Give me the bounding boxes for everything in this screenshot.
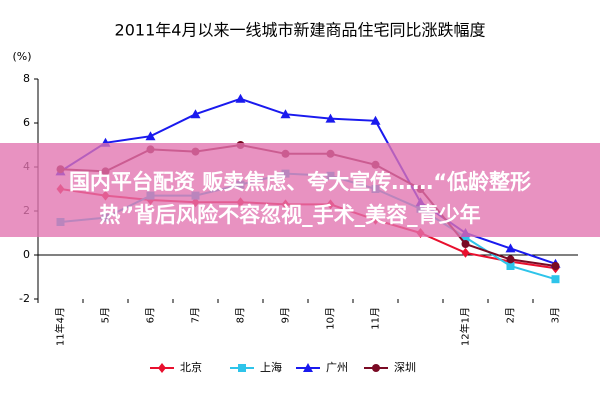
legend-label: 北京	[180, 360, 202, 374]
data-point	[551, 262, 560, 270]
legend-label: 上海	[260, 360, 282, 374]
y-tick-label: 6	[23, 116, 30, 129]
banner-text: 国内平台配资 贩卖焦虑、夸大宣传……“低龄整形	[69, 170, 531, 194]
legend-label: 深圳	[394, 361, 416, 374]
legend-marker	[303, 363, 313, 372]
x-tick-label: 9月	[280, 307, 292, 323]
y-axis-label: (%)	[12, 50, 31, 63]
banner-text: 热”背后风险不容忽视_手术_美容_青少年	[99, 203, 480, 227]
data-point	[325, 113, 336, 123]
data-point	[190, 109, 201, 119]
chart-title: 2011年4月以来一线城市新建商品住宅同比涨跌幅度	[115, 21, 486, 40]
x-tick-label: 5月	[100, 307, 112, 323]
x-tick-label: 11年4月	[54, 307, 67, 346]
x-tick-label: 8月	[235, 307, 247, 323]
data-point	[461, 240, 470, 248]
data-point	[506, 262, 515, 270]
data-point	[551, 275, 560, 284]
y-tick-label: 0	[23, 248, 30, 261]
x-tick-label: 10月	[325, 307, 337, 330]
x-tick-label: 11月	[370, 307, 382, 330]
data-point	[235, 93, 246, 103]
x-tick-label: 12年1月	[459, 307, 472, 346]
legend-label: 广州	[326, 361, 348, 374]
data-point	[461, 247, 470, 258]
banner-background	[0, 143, 600, 237]
data-point	[461, 233, 470, 242]
data-point	[280, 109, 291, 119]
x-tick-label: 2月	[505, 307, 517, 323]
data-point	[370, 115, 381, 125]
data-point	[506, 255, 515, 264]
y-tick-label: 8	[23, 72, 30, 85]
legend-marker	[372, 364, 380, 372]
legend-marker	[238, 364, 246, 372]
legend-marker	[158, 363, 166, 373]
y-tick-label: -2	[19, 292, 30, 305]
x-tick-label: 7月	[190, 307, 202, 323]
x-tick-label: 3月	[550, 307, 562, 323]
x-tick-label: 6月	[145, 307, 157, 323]
data-point	[505, 243, 516, 253]
data-point	[145, 131, 156, 141]
